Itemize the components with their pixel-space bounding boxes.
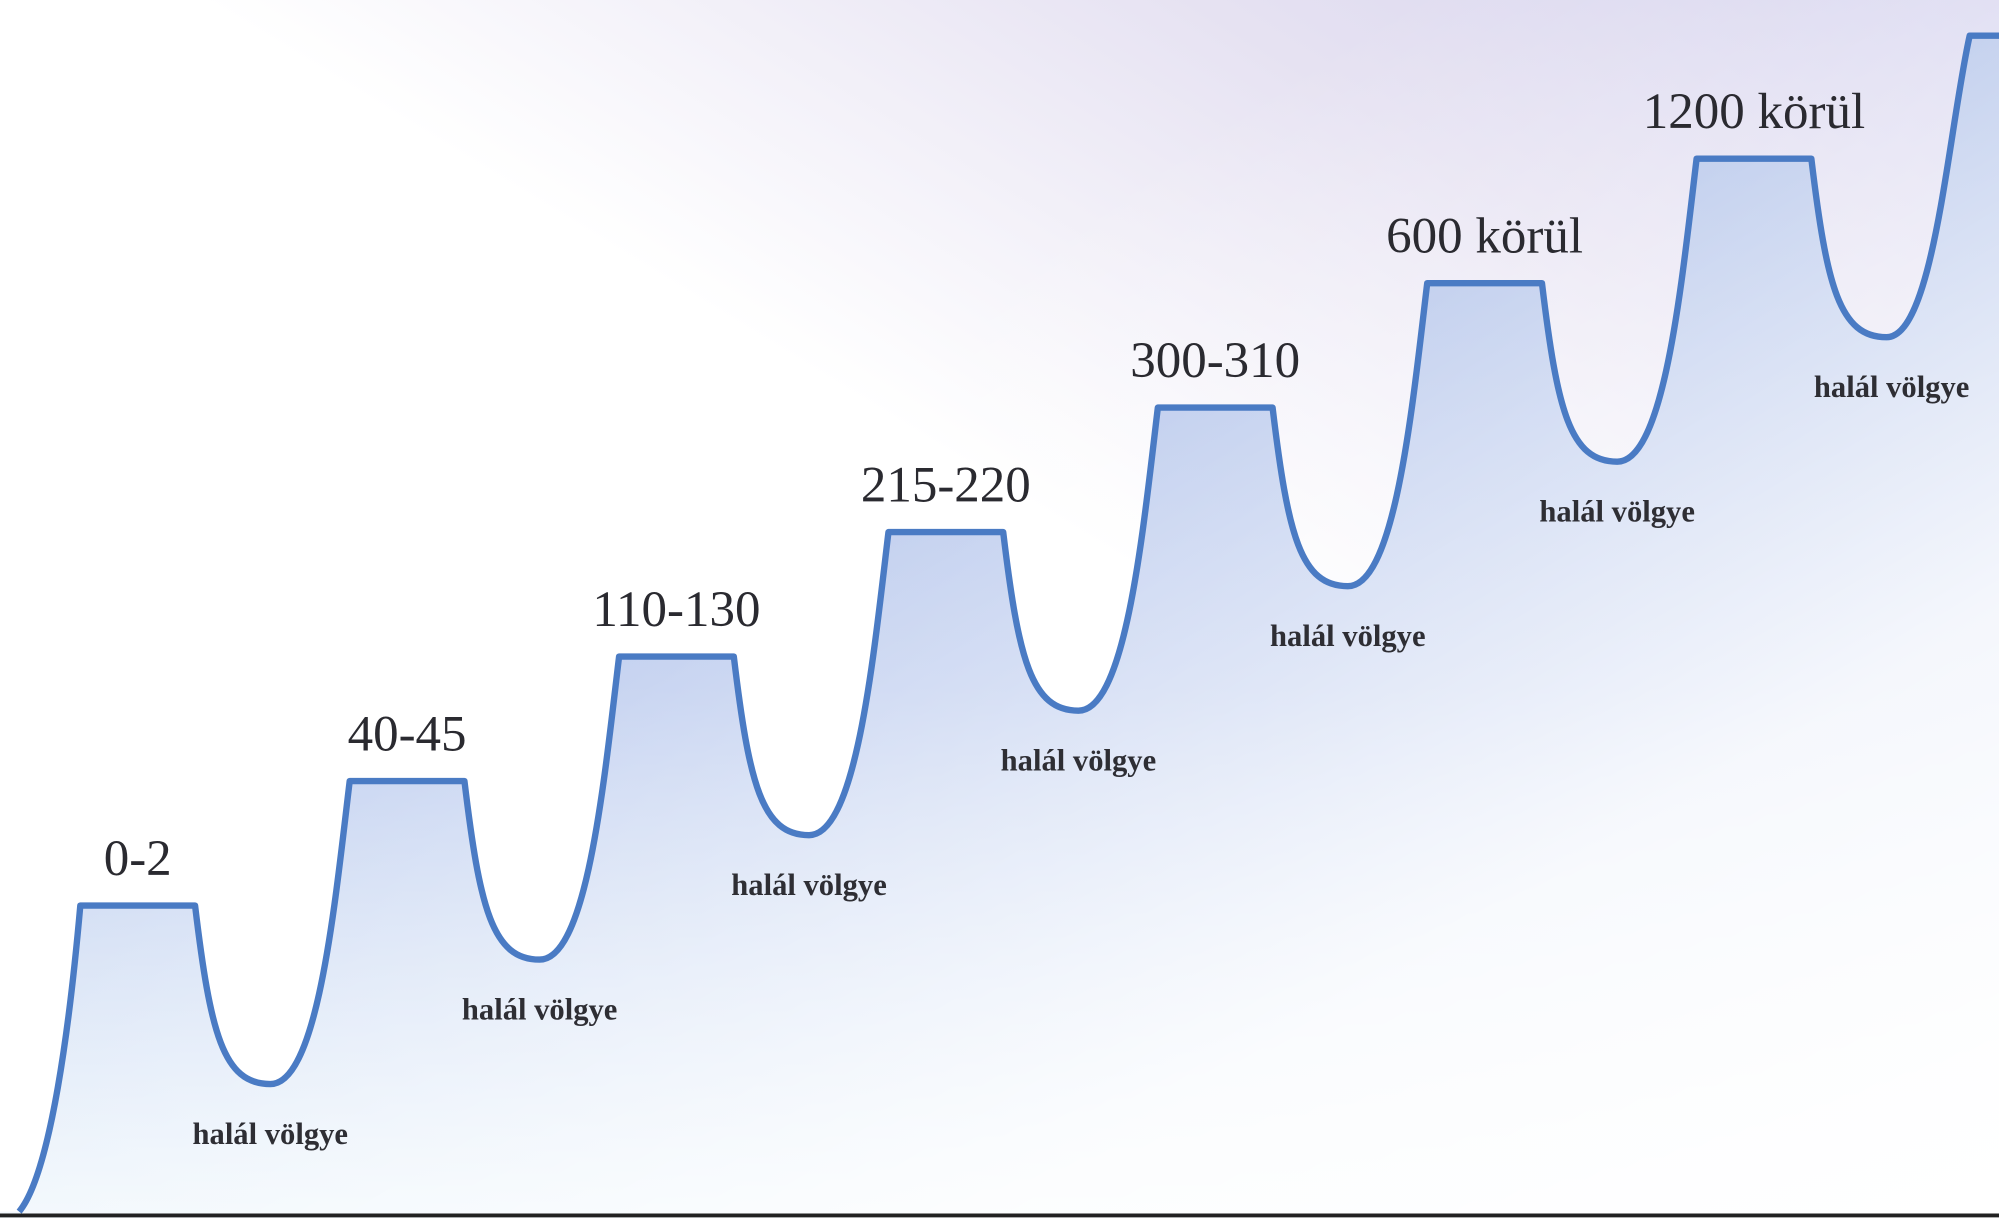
stair-curve: [16, 32, 1999, 1214]
valley-label: halál völgye: [731, 868, 886, 902]
valley-label: halál völgye: [193, 1117, 348, 1151]
step-label: 215-220: [861, 457, 1031, 513]
valley-label: halál völgye: [1814, 370, 1969, 404]
step-label: 110-130: [592, 582, 760, 638]
step-label: 1200 körül: [1643, 84, 1865, 140]
step-label: 600 körül: [1386, 209, 1583, 265]
valley-label: halál völgye: [1539, 495, 1694, 529]
valley-label: halál völgye: [1270, 619, 1425, 653]
valley-label: halál völgye: [1001, 744, 1156, 778]
step-label: 300-310: [1130, 333, 1300, 389]
step-label: 40-45: [348, 706, 467, 762]
step-label: 0-2: [104, 831, 172, 887]
valley-label: halál völgye: [462, 993, 617, 1027]
